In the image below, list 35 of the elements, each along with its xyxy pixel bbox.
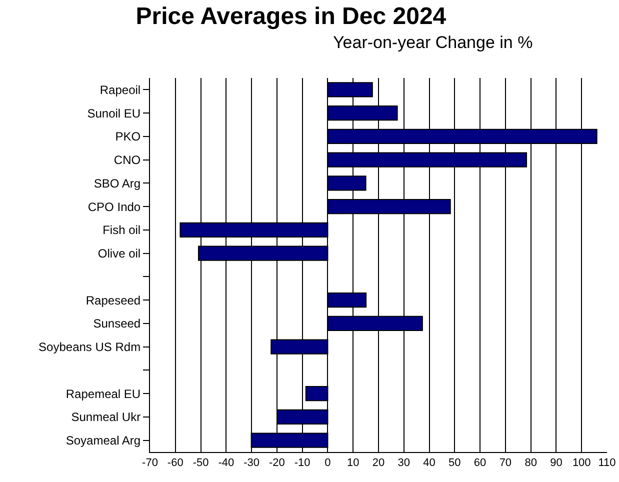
x-tick-label: -70 (142, 457, 158, 470)
y-tick-label: Rapeseed (86, 293, 141, 308)
x-tick-label: 30 (398, 457, 410, 470)
x-tick-label: 20 (372, 457, 385, 470)
x-tick-label: 40 (423, 457, 436, 470)
y-tick-label: SBO Arg (94, 176, 141, 190)
y-tick-label: Sunmeal Ukr (71, 410, 141, 424)
x-tick-label: 90 (550, 457, 562, 470)
y-tick-label: Soyameal Arg (66, 434, 141, 448)
chart-title: Price Averages in Dec 2024 (136, 3, 447, 30)
x-tick-label: -60 (167, 457, 184, 470)
y-tick-label: Olive oil (98, 246, 141, 261)
y-tick-label: CNO (114, 153, 141, 168)
x-tick-label: -10 (294, 457, 310, 470)
x-tick-label: -20 (268, 457, 285, 470)
x-tick-label: -30 (244, 457, 260, 470)
y-tick-label: Rapeoil (100, 82, 141, 97)
chart-subtitle: Year-on-year Change in % (333, 33, 533, 52)
y-tick-label: Sunoil EU (87, 106, 141, 120)
y-tick-label: Fish oil (102, 223, 141, 238)
y-tick-label: PKO (115, 130, 141, 144)
x-tick-label: 110 (598, 457, 616, 470)
x-tick-label: 0 (324, 457, 331, 470)
x-tick-label: 100 (572, 457, 591, 470)
x-tick-label: 70 (499, 457, 512, 470)
x-tick-label: 50 (448, 457, 461, 470)
x-tick-label: 80 (524, 457, 537, 470)
x-tick-label: -40 (218, 457, 234, 470)
y-tick-label: Rapemeal EU (66, 386, 141, 401)
y-tick-label: Soybeans US Rdm (38, 340, 141, 354)
x-tick-label: -50 (192, 457, 209, 470)
x-tick-label: 60 (474, 457, 486, 470)
y-tick-label: CPO Indo (88, 200, 141, 214)
y-tick-label: Sunseed (93, 316, 141, 331)
x-tick-label: 10 (346, 457, 360, 470)
